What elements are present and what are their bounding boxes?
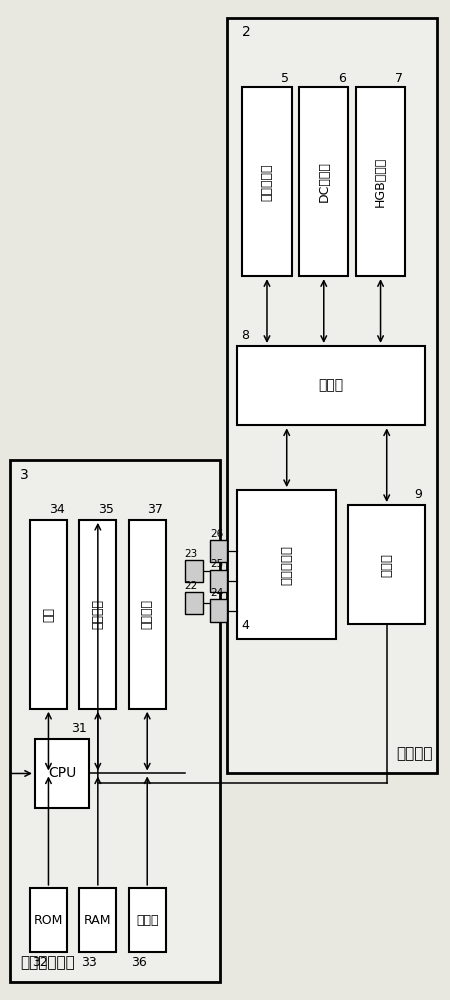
Bar bbox=[356, 87, 405, 276]
Text: 26: 26 bbox=[210, 529, 223, 539]
Text: 34: 34 bbox=[49, 503, 64, 516]
Text: 输入部: 输入部 bbox=[136, 914, 158, 927]
Text: 光学测定部: 光学测定部 bbox=[261, 163, 274, 201]
Bar bbox=[129, 888, 166, 952]
Text: 9: 9 bbox=[414, 488, 423, 501]
Text: 6: 6 bbox=[338, 72, 346, 85]
Bar bbox=[30, 888, 67, 952]
Text: 32: 32 bbox=[32, 956, 48, 969]
Text: 25: 25 bbox=[210, 559, 223, 569]
Text: 35: 35 bbox=[98, 503, 114, 516]
Bar bbox=[30, 520, 67, 709]
Text: ROM: ROM bbox=[34, 914, 63, 927]
Bar bbox=[129, 520, 166, 709]
Text: 37: 37 bbox=[148, 503, 163, 516]
Bar bbox=[299, 87, 348, 276]
Text: 测定单元: 测定单元 bbox=[396, 746, 432, 761]
Text: 数据处理单元: 数据处理单元 bbox=[20, 955, 75, 970]
Bar bbox=[227, 18, 437, 773]
Bar bbox=[185, 592, 203, 614]
Bar bbox=[210, 570, 227, 592]
Bar bbox=[79, 888, 117, 952]
Bar bbox=[79, 520, 117, 709]
Bar bbox=[210, 540, 227, 562]
Text: 3: 3 bbox=[20, 468, 29, 482]
Text: 4: 4 bbox=[241, 619, 249, 632]
Bar bbox=[237, 490, 336, 639]
Bar bbox=[237, 346, 425, 425]
Bar bbox=[10, 460, 220, 982]
Text: 显示装置: 显示装置 bbox=[141, 599, 154, 629]
Text: 控制部: 控制部 bbox=[319, 379, 344, 393]
Text: DC测定部: DC测定部 bbox=[317, 161, 330, 202]
Text: 22: 22 bbox=[184, 581, 198, 591]
Text: 通信接口: 通信接口 bbox=[91, 599, 104, 629]
Bar bbox=[185, 560, 203, 582]
Text: 7: 7 bbox=[395, 72, 403, 85]
Text: 硬盘: 硬盘 bbox=[42, 607, 55, 622]
Text: 2: 2 bbox=[242, 25, 251, 39]
Text: HGB测定部: HGB测定部 bbox=[374, 157, 387, 207]
Text: RAM: RAM bbox=[84, 914, 112, 927]
Text: 24: 24 bbox=[210, 588, 223, 598]
Text: 36: 36 bbox=[130, 956, 146, 969]
Text: 5: 5 bbox=[281, 72, 289, 85]
Text: 31: 31 bbox=[71, 722, 87, 735]
Bar bbox=[348, 505, 425, 624]
Text: 样品供给部: 样品供给部 bbox=[280, 545, 293, 585]
Text: CPU: CPU bbox=[48, 766, 76, 780]
Text: 通信部: 通信部 bbox=[380, 553, 393, 577]
Bar bbox=[242, 87, 292, 276]
Text: 33: 33 bbox=[81, 956, 97, 969]
Text: 8: 8 bbox=[241, 329, 249, 342]
Bar bbox=[210, 599, 227, 622]
Text: 23: 23 bbox=[184, 549, 198, 559]
Bar bbox=[35, 739, 89, 808]
